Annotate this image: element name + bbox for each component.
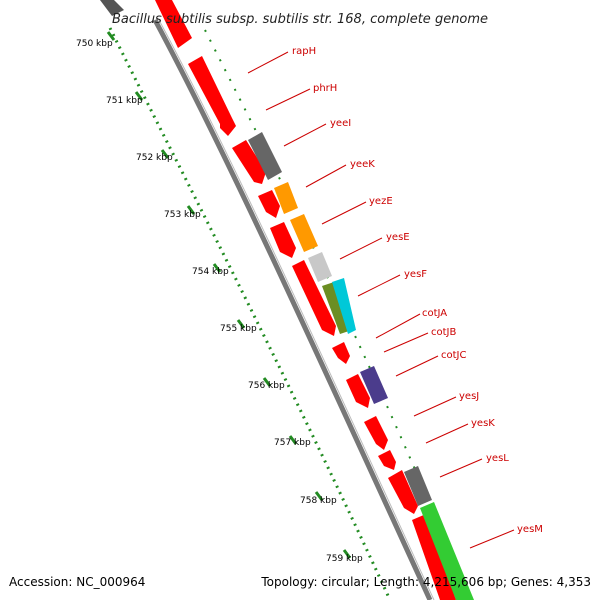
gene-yeeK-arrow: [258, 190, 280, 218]
kbp-ticks: [106, 31, 352, 559]
feature-cyan: [332, 278, 356, 334]
gene-label-yeeI: yeeI: [330, 118, 351, 129]
gene-yesJ-arrow: [364, 416, 388, 450]
feature-gray-yesL: [404, 466, 432, 506]
genome-title: Bacillus subtilis subsp. subtilis str. 1…: [112, 12, 488, 27]
kbp-label-752: 752 kbp: [136, 153, 173, 163]
gene-phrH-arrow: [232, 140, 266, 184]
genome-backbone: [152, 18, 433, 600]
kbp-label-759: 759 kbp: [326, 554, 363, 564]
gene-label-cotJA: cotJA: [422, 308, 447, 319]
kbp-label-758: 758 kbp: [300, 496, 337, 506]
topology-text: Topology: circular; Length: 4,215,606 bp…: [260, 575, 591, 589]
kbp-label-756: 756 kbp: [248, 381, 285, 391]
gene-rapH-arrow: [188, 56, 236, 136]
gene-yesM-arrow: [412, 514, 456, 600]
gene-yezE-arrow: [270, 222, 296, 258]
feature-red-stub: [155, 0, 192, 48]
feature-orange-1: [274, 182, 298, 214]
feature-green: [420, 502, 474, 600]
gene-label-yezE: yezE: [369, 196, 393, 207]
kbp-label-751: 751 kbp: [106, 96, 143, 106]
gene-label-yeeK: yeeK: [350, 159, 375, 170]
genome-backbone-highlight: [158, 19, 435, 600]
feature-orange-2: [290, 214, 318, 252]
feature-purple: [360, 366, 388, 404]
gene-label-yesE: yesE: [386, 232, 410, 243]
gene-leader-lines: [247, 51, 515, 549]
feature-gray-yeeI: [248, 132, 282, 180]
gene-cotJB-arrow: [346, 374, 370, 408]
feature-lightgray: [308, 252, 332, 282]
gene-label-yesJ: yesJ: [459, 391, 479, 402]
kbp-label-757: 757 kbp: [274, 438, 311, 448]
gene-label-yesF: yesF: [404, 269, 427, 280]
gene-label-yesL: yesL: [486, 453, 509, 464]
kbp-label-753: 753 kbp: [164, 210, 201, 220]
gene-label-cotJC: cotJC: [441, 350, 466, 361]
kbp-label-754: 754 kbp: [192, 267, 229, 277]
gene-cotJA-arrow: [332, 342, 350, 364]
kbp-label-755: 755 kbp: [220, 324, 257, 334]
gene-label-phrH: phrH: [313, 83, 337, 94]
gene-label-rapH: rapH: [292, 46, 316, 57]
feature-gray-stub: [100, 0, 124, 16]
gene-yesL-arrow: [388, 470, 418, 514]
kbp-label-750: 750 kbp: [76, 39, 113, 49]
tick-ring-outer: [108, 27, 392, 600]
gene-label-cotJB: cotJB: [431, 327, 456, 338]
gene-yesK-arrow: [378, 450, 396, 470]
gene-label-yesK: yesK: [471, 418, 495, 429]
gene-yesE-arrow: [292, 260, 336, 336]
gene-label-yesM: yesM: [517, 524, 543, 535]
accession-text: Accession: NC_000964: [9, 575, 145, 589]
